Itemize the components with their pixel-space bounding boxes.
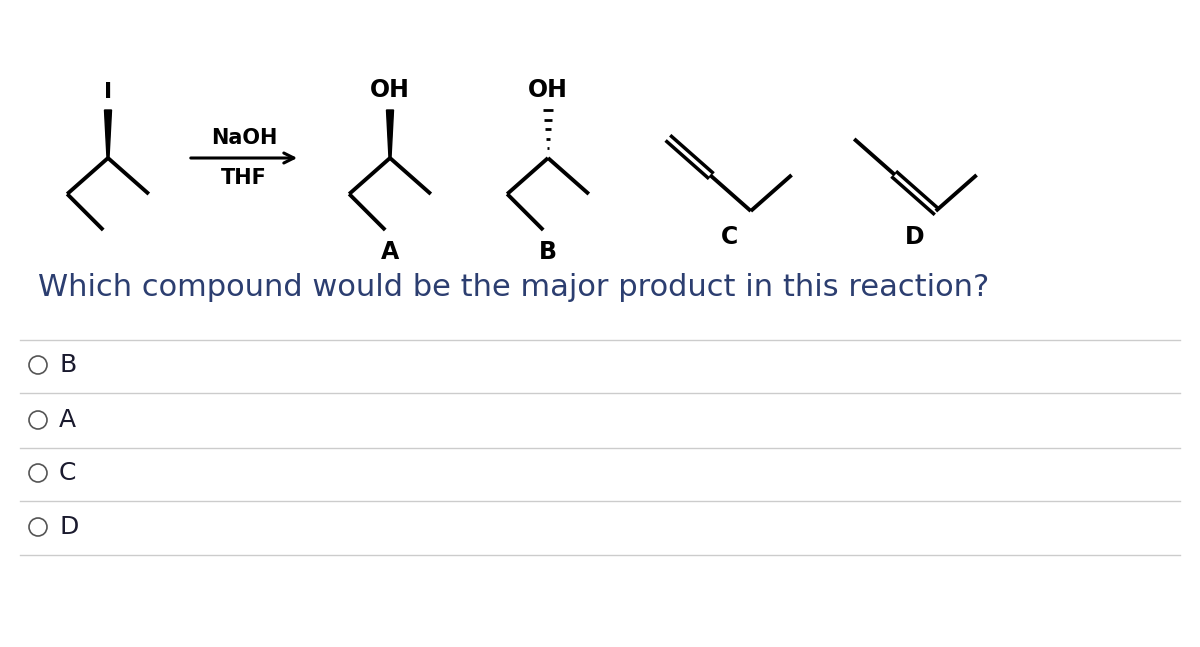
Text: Which compound would be the major product in this reaction?: Which compound would be the major produc… — [38, 274, 989, 303]
Text: A: A — [380, 240, 400, 264]
Text: NaOH: NaOH — [211, 128, 277, 148]
Text: C: C — [720, 225, 738, 249]
Text: D: D — [905, 225, 924, 249]
Polygon shape — [386, 110, 394, 158]
Text: OH: OH — [370, 78, 410, 102]
Text: B: B — [59, 353, 77, 377]
Polygon shape — [104, 110, 112, 158]
Text: A: A — [59, 408, 76, 432]
Text: THF: THF — [221, 168, 266, 188]
Text: OH: OH — [528, 78, 568, 102]
Text: I: I — [104, 82, 112, 102]
Text: B: B — [539, 240, 557, 264]
Text: D: D — [59, 515, 78, 539]
Text: C: C — [59, 461, 77, 485]
